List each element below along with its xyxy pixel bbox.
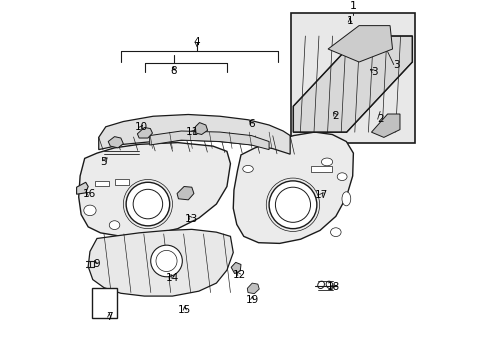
- Text: 3: 3: [392, 60, 399, 69]
- Polygon shape: [137, 127, 152, 138]
- Text: 1: 1: [348, 1, 356, 11]
- Ellipse shape: [321, 158, 332, 166]
- Polygon shape: [149, 131, 268, 150]
- Text: 1: 1: [346, 17, 352, 26]
- Text: 18: 18: [325, 282, 339, 292]
- Text: 9: 9: [93, 260, 100, 270]
- Polygon shape: [233, 132, 353, 243]
- Text: 14: 14: [166, 273, 179, 283]
- Text: 11: 11: [185, 127, 199, 137]
- Ellipse shape: [83, 205, 96, 216]
- Text: 17: 17: [314, 190, 327, 200]
- Ellipse shape: [337, 173, 346, 180]
- Text: 19: 19: [245, 294, 258, 305]
- Text: 3: 3: [370, 67, 377, 77]
- Polygon shape: [77, 182, 88, 194]
- Polygon shape: [79, 143, 230, 237]
- Ellipse shape: [242, 166, 253, 172]
- Text: 10: 10: [134, 122, 147, 132]
- Polygon shape: [195, 122, 207, 135]
- Polygon shape: [327, 26, 392, 62]
- Text: 7: 7: [106, 312, 112, 322]
- Text: 12: 12: [232, 270, 245, 280]
- Circle shape: [150, 245, 182, 277]
- Circle shape: [275, 187, 310, 222]
- Polygon shape: [99, 114, 289, 154]
- Circle shape: [268, 181, 316, 229]
- Text: 16: 16: [82, 189, 96, 199]
- Ellipse shape: [341, 192, 350, 206]
- Polygon shape: [177, 186, 194, 200]
- Ellipse shape: [330, 228, 341, 237]
- Bar: [95, 181, 109, 186]
- Text: 2: 2: [376, 114, 383, 124]
- Text: 6: 6: [248, 119, 254, 129]
- Ellipse shape: [109, 221, 120, 230]
- Polygon shape: [293, 36, 411, 132]
- Polygon shape: [247, 283, 259, 294]
- Circle shape: [126, 182, 169, 226]
- Text: 13: 13: [184, 214, 197, 224]
- Bar: [114, 180, 128, 185]
- Bar: [290, 13, 414, 143]
- Text: 8: 8: [170, 66, 177, 76]
- Polygon shape: [231, 262, 241, 274]
- Polygon shape: [108, 136, 123, 148]
- Polygon shape: [371, 114, 399, 138]
- Text: 4: 4: [193, 37, 200, 48]
- Text: 5: 5: [101, 157, 107, 167]
- Bar: [92, 288, 117, 318]
- Circle shape: [133, 189, 163, 219]
- Text: 15: 15: [178, 305, 191, 315]
- Circle shape: [156, 251, 177, 271]
- Polygon shape: [88, 229, 233, 296]
- Bar: [310, 166, 332, 172]
- Text: 2: 2: [332, 111, 339, 121]
